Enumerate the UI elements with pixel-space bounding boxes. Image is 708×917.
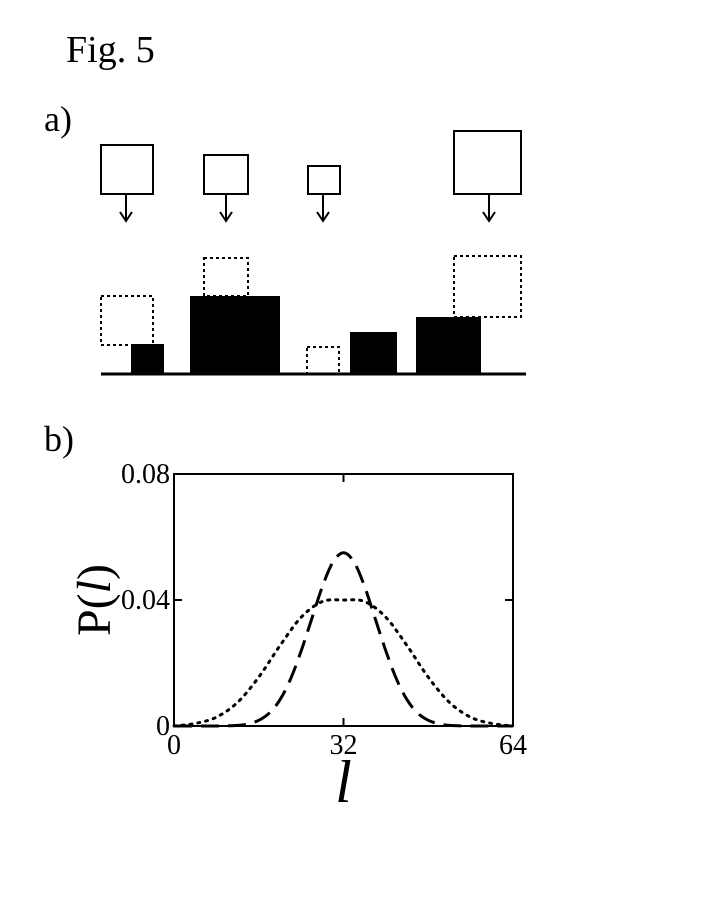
series-dashed-line <box>173 551 513 728</box>
landing-outline-4 <box>453 255 522 318</box>
falling-block-2 <box>203 154 249 223</box>
x-axis-title: l <box>335 749 352 815</box>
falling-block-3 <box>307 165 341 223</box>
x-tick-label: 0 <box>167 730 181 761</box>
falling-block-4 <box>453 130 522 223</box>
falling-block-1 <box>100 144 154 223</box>
settled-block-1 <box>131 344 164 374</box>
y-tick-label: 0.04 <box>121 585 170 616</box>
series-dotted-line <box>172 598 515 728</box>
settled-block-2 <box>190 296 280 374</box>
figure-title: Fig. 5 <box>66 29 155 71</box>
settled-block-3 <box>350 332 397 374</box>
y-tick-label: 0 <box>156 711 170 742</box>
x-tick-label: 32 <box>330 730 358 761</box>
panel-b-label: b) <box>44 419 74 459</box>
x-tick-label: 64 <box>499 730 527 761</box>
panel-a-label: a) <box>44 99 72 139</box>
y-tick-label: 0.08 <box>121 459 170 490</box>
landing-outline-1 <box>100 295 154 346</box>
settled-block-4 <box>416 317 481 374</box>
y-axis-title: P(l) <box>68 564 121 636</box>
